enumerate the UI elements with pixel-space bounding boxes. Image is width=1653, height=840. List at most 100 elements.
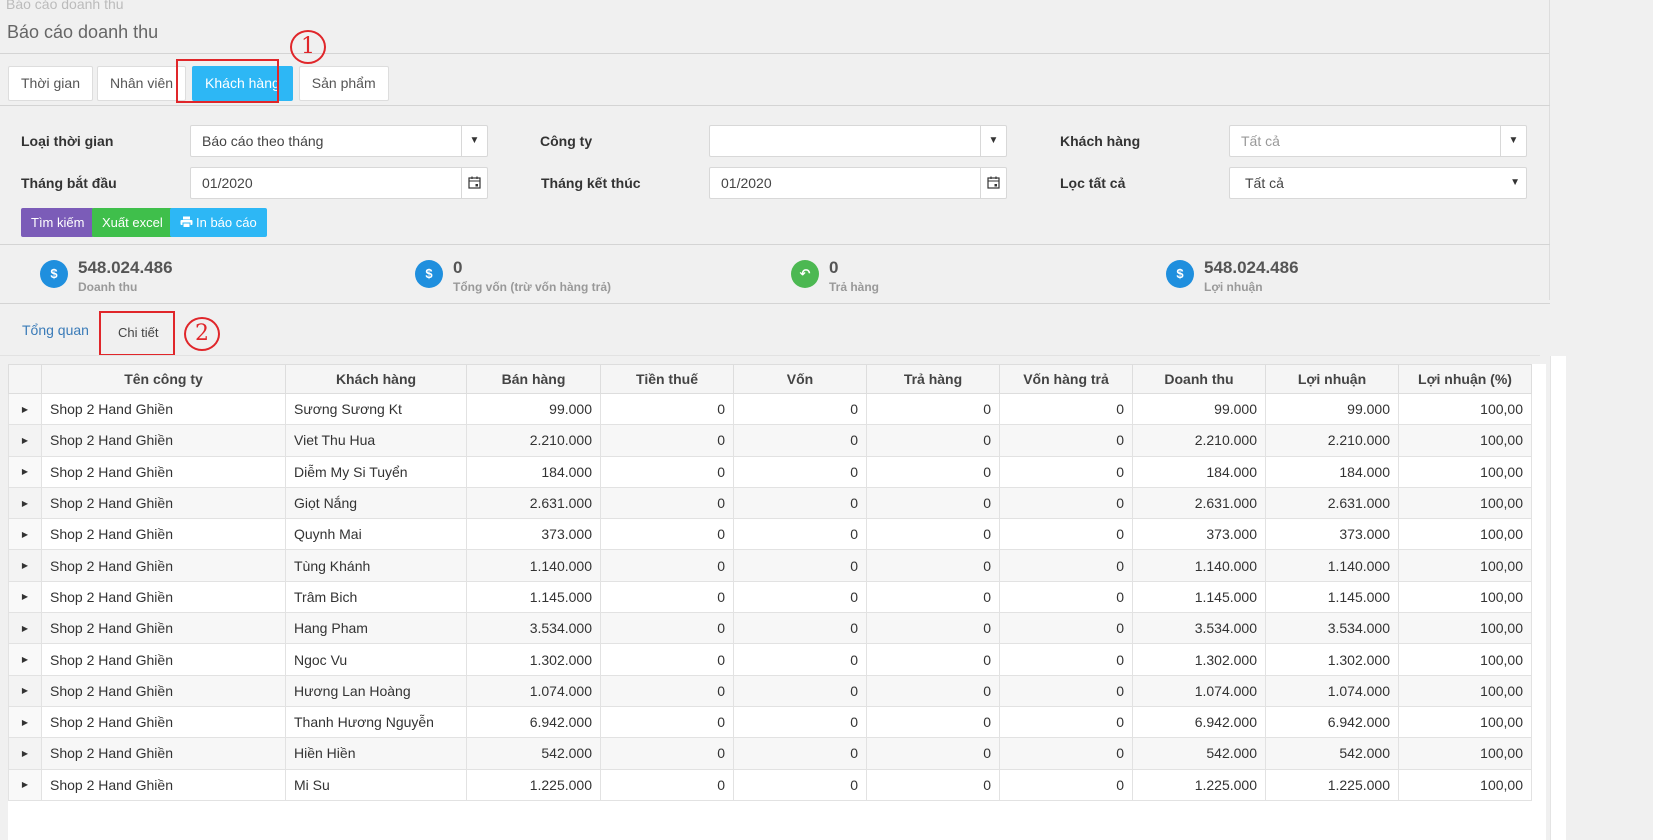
dollar-icon: $ [1166,260,1194,288]
table-row[interactable]: ▶ Shop 2 Hand Ghiền Viet Thu Hua 2.210.000 0… [8,424,1532,457]
tab-detail[interactable]: Chi tiết [118,325,159,340]
table-cell: 2.210.000 [466,424,601,457]
table-cell: 2.210.000 [1265,424,1399,457]
start-month-value: 01/2020 [202,175,253,191]
tab-product[interactable]: Sản phẩm [298,66,389,101]
company-label: Công ty [540,133,593,149]
table-cell: 0 [866,768,1000,801]
column-header[interactable]: Doanh thu [1132,364,1266,394]
expand-row-icon[interactable]: ▶ [8,455,42,488]
expand-row-icon[interactable]: ▶ [8,549,42,582]
chevron-down-icon[interactable]: ▼ [461,126,487,156]
tab-overview[interactable]: Tổng quan [22,322,89,338]
table-cell: 1.140.000 [1132,549,1266,582]
table-row[interactable]: ▶ Shop 2 Hand Ghiền Diễm My Si Tuyển 184.00… [8,455,1532,488]
expand-row-icon[interactable]: ▶ [8,705,42,739]
table-cell: 0 [999,486,1133,520]
table-row[interactable]: ▶ Shop 2 Hand Ghiền Mi Su 1.225.000 0 0 0 0 1.22… [8,768,1532,801]
table-cell: 2.631.000 [466,486,601,520]
expand-row-icon[interactable]: ▶ [8,612,42,645]
table-cell: 2.631.000 [1132,486,1266,520]
expand-row-icon[interactable]: ▶ [8,580,42,614]
end-month-input[interactable]: 01/2020 [709,167,1007,199]
chevron-down-icon[interactable]: ▼ [1510,177,1520,188]
table-cell: 3.534.000 [1265,612,1399,645]
expand-row-icon[interactable]: ▶ [8,486,42,520]
table-cell: 1.225.000 [1132,768,1266,801]
table-cell: Shop 2 Hand Ghiền [41,737,286,770]
tab-employee[interactable]: Nhân viên [97,66,187,101]
table-cell: 0 [733,612,867,645]
company-select[interactable]: ▼ [709,125,1007,157]
column-header[interactable]: Vốn [733,364,867,394]
time-type-select[interactable]: Báo cáo theo tháng ▼ [190,125,488,157]
vertical-scrollbar[interactable] [1550,356,1566,840]
column-header[interactable]: Lợi nhuận (%) [1398,364,1532,394]
table-row[interactable]: ▶ Shop 2 Hand Ghiền Hương Lan Hoàng 1.074.0… [8,674,1532,707]
table-row[interactable]: ▶ Shop 2 Hand Ghiền Sương Sương Kt 99.000 0 0… [8,392,1532,426]
table-cell: 0 [600,737,734,770]
table-cell: Shop 2 Hand Ghiền [41,518,286,551]
table-row[interactable]: ▶ Shop 2 Hand Ghiền Ngoc Vu 1.302.000 0 0 0 0 1.… [8,643,1532,676]
print-report-button[interactable]: In báo cáo [170,208,267,237]
chevron-down-icon[interactable]: ▼ [980,126,1006,156]
expand-row-icon[interactable]: ▶ [8,737,42,770]
table-cell: 0 [866,486,1000,520]
expand-row-icon[interactable]: ▶ [8,643,42,676]
table-row[interactable]: ▶ Shop 2 Hand Ghiền Trâm Bich 1.145.000 0 0 0 0… [8,580,1532,614]
table-cell: 0 [866,580,1000,614]
expand-row-icon[interactable]: ▶ [8,424,42,457]
table-row[interactable]: ▶ Shop 2 Hand Ghiền Quynh Mai 373.000 0 0 0 0 37… [8,518,1532,551]
table-cell: 100,00 [1398,737,1532,770]
expand-row-icon[interactable]: ▶ [8,674,42,707]
kpi-value: 548.024.486 [1204,258,1299,277]
highlight-box [176,59,279,103]
table-cell: Tùng Khánh [285,549,467,582]
table-cell: 0 [866,392,1000,426]
table-cell: 0 [600,643,734,676]
calendar-icon[interactable] [980,168,1006,198]
table-cell: 1.145.000 [466,580,601,614]
expand-row-icon[interactable]: ▶ [8,768,42,801]
export-excel-button[interactable]: Xuất excel [92,208,173,237]
column-header[interactable]: Tiền thuế [600,364,734,394]
column-header[interactable]: Lợi nhuận [1265,364,1399,394]
column-header[interactable]: Vốn hàng trả [999,364,1133,394]
tab-customer[interactable]: Khách hàng [192,66,293,101]
customer-select[interactable]: Tất cả ▼ [1229,125,1527,157]
table-cell: Shop 2 Hand Ghiền [41,580,286,614]
divider [1549,0,1550,300]
column-header[interactable]: Tên công ty [41,364,286,394]
filter-all-select[interactable]: Tất cả ▼ [1229,167,1527,199]
expand-row-icon[interactable]: ▶ [8,518,42,551]
table-cell: 542.000 [1132,737,1266,770]
tab-time[interactable]: Thời gian [8,66,93,101]
table-row[interactable]: ▶ Shop 2 Hand Ghiền Giọt Nắng 2.631.000 0 0 0 0… [8,486,1532,520]
table-cell: Shop 2 Hand Ghiền [41,643,286,676]
table-cell: Shop 2 Hand Ghiền [41,549,286,582]
expand-row-icon[interactable]: ▶ [8,392,42,426]
chevron-down-icon[interactable]: ▼ [1500,126,1526,156]
table-cell: 0 [733,674,867,707]
start-month-input[interactable]: 01/2020 [190,167,488,199]
table-cell: 99.000 [1132,392,1266,426]
step-marker: 2 [184,317,220,351]
table-cell: 99.000 [1265,392,1399,426]
table-cell: 0 [733,424,867,457]
table-cell: 0 [600,392,734,426]
column-header[interactable]: Khách hàng [285,364,467,394]
table-row[interactable]: ▶ Shop 2 Hand Ghiền Thanh Hương Nguyễn 6.94… [8,705,1532,739]
column-header[interactable]: Trả hàng [866,364,1000,394]
table-cell: 0 [999,424,1133,457]
calendar-icon[interactable] [461,168,487,198]
column-header[interactable]: Bán hàng [466,364,601,394]
search-button[interactable]: Tìm kiếm [21,208,95,237]
table-cell: 0 [866,612,1000,645]
table-cell: 0 [866,518,1000,551]
table-row[interactable]: ▶ Shop 2 Hand Ghiền Hiền Hiền 542.000 0 0 0 0 54… [8,737,1532,770]
table-cell: Ngoc Vu [285,643,467,676]
table-row[interactable]: ▶ Shop 2 Hand Ghiền Hang Pham 3.534.000 0 0 0 0… [8,612,1532,645]
table-cell: 100,00 [1398,424,1532,457]
table-cell: Shop 2 Hand Ghiền [41,674,286,707]
table-row[interactable]: ▶ Shop 2 Hand Ghiền Tùng Khánh 1.140.000 0 0 0… [8,549,1532,582]
